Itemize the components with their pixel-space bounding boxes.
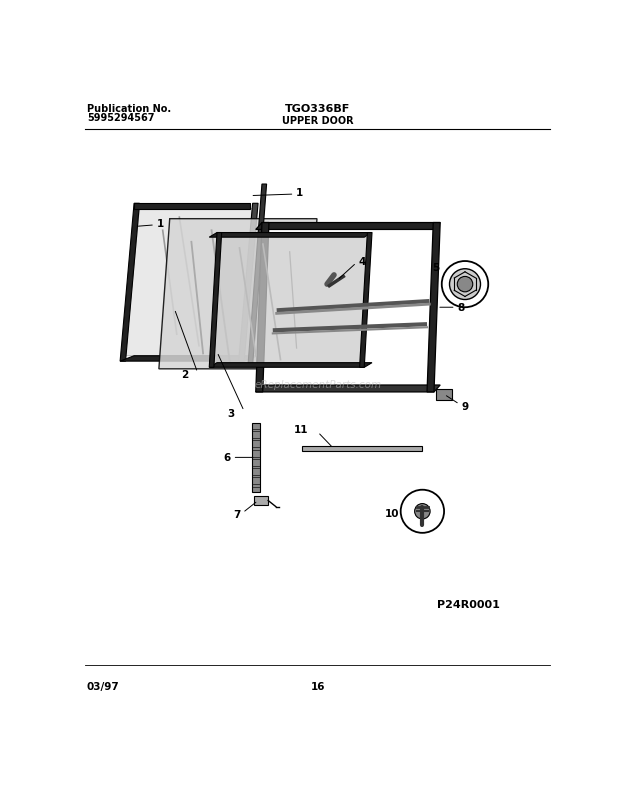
Circle shape <box>441 262 489 308</box>
Polygon shape <box>210 233 372 238</box>
Polygon shape <box>360 233 372 368</box>
Text: 2: 2 <box>181 369 188 380</box>
Polygon shape <box>248 185 267 365</box>
Polygon shape <box>210 363 372 368</box>
Text: 7: 7 <box>234 510 241 520</box>
Polygon shape <box>263 230 433 385</box>
Text: 16: 16 <box>311 681 325 691</box>
Polygon shape <box>120 204 140 361</box>
Polygon shape <box>239 204 258 361</box>
Polygon shape <box>436 389 452 400</box>
Polygon shape <box>427 223 440 393</box>
Text: 1: 1 <box>296 188 303 198</box>
Text: 4: 4 <box>358 257 365 267</box>
Text: UPPER DOOR: UPPER DOOR <box>282 116 353 126</box>
Text: 8: 8 <box>458 303 464 313</box>
Text: Publication No.: Publication No. <box>87 104 171 114</box>
Text: 10: 10 <box>384 508 399 518</box>
Text: 5995294567: 5995294567 <box>87 112 154 123</box>
Polygon shape <box>214 238 367 363</box>
Polygon shape <box>303 446 422 451</box>
Text: 5: 5 <box>432 263 440 273</box>
Polygon shape <box>210 233 222 368</box>
Polygon shape <box>255 223 269 393</box>
Text: 03/97: 03/97 <box>87 681 120 691</box>
Polygon shape <box>254 496 268 506</box>
Polygon shape <box>255 223 440 230</box>
Text: 6: 6 <box>224 453 231 463</box>
Text: 1: 1 <box>156 218 164 228</box>
Circle shape <box>401 490 444 533</box>
Polygon shape <box>159 219 317 369</box>
Circle shape <box>450 269 480 300</box>
Polygon shape <box>134 204 250 210</box>
Text: TGO336BF: TGO336BF <box>285 104 350 114</box>
Text: 3: 3 <box>228 408 235 418</box>
Text: 9: 9 <box>461 402 468 411</box>
Polygon shape <box>120 357 258 361</box>
Text: eReplacementParts.com: eReplacementParts.com <box>254 380 381 389</box>
Polygon shape <box>252 423 260 492</box>
Text: P24R0001: P24R0001 <box>437 599 500 609</box>
Polygon shape <box>255 385 440 393</box>
Polygon shape <box>125 210 253 357</box>
Circle shape <box>415 504 430 520</box>
Circle shape <box>458 277 472 292</box>
Text: 11: 11 <box>294 424 309 434</box>
